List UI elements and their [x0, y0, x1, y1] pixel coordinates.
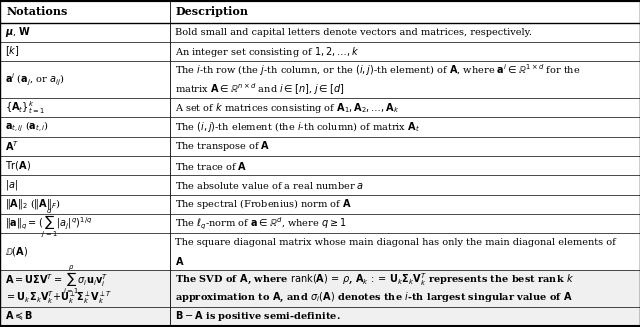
Text: The square diagonal matrix whose main diagonal has only the main diagonal elemen: The square diagonal matrix whose main di… [175, 238, 616, 247]
Text: The $(i,j)$-th element (the $i$-th column) of matrix $\mathbf{A}_t$: The $(i,j)$-th element (the $i$-th colum… [175, 120, 420, 134]
Text: $\mathbf{a}^i$ ($\mathbf{a}_j$, or $a_{ij}$): $\mathbf{a}^i$ ($\mathbf{a}_j$, or $a_{i… [5, 72, 65, 88]
Text: $\mathbf{A}{=}\mathbf{U}\boldsymbol{\Sigma}\mathbf{V}^T{=}\sum_{i=1}^{\rho} \sig: $\mathbf{A}{=}\mathbf{U}\boldsymbol{\Sig… [5, 263, 109, 296]
Text: $\mathbf{B} - \mathbf{A}$ is positive semi-definite.: $\mathbf{B} - \mathbf{A}$ is positive se… [175, 309, 340, 323]
Text: $\mathbf{A}^T$: $\mathbf{A}^T$ [5, 139, 19, 153]
Text: $\|\mathbf{A}\|_2$ ($\|\mathbf{A}\|_F$): $\|\mathbf{A}\|_2$ ($\|\mathbf{A}\|_F$) [5, 198, 61, 211]
Bar [0, 307, 640, 326]
Text: The SVD of $\mathbf{A}$, where $\mathrm{rank}(\mathbf{A})\,{=}\,\rho$, $\mathbf{: The SVD of $\mathbf{A}$, where $\mathrm{… [175, 271, 574, 287]
Bar [0, 117, 640, 137]
Text: Bold small and capital letters denote vectors and matrices, respectively.: Bold small and capital letters denote ve… [175, 28, 532, 37]
Bar [0, 214, 640, 233]
Bar [0, 175, 640, 195]
Bar [0, 270, 640, 307]
Text: $\mathbb{D}(\mathbf{A})$: $\mathbb{D}(\mathbf{A})$ [5, 245, 28, 258]
Text: Notations: Notations [6, 6, 68, 17]
Bar [0, 1, 640, 23]
Text: matrix $\mathbf{A} \in \mathbb{R}^{n \times d}$ and $i \in [n]$, $j \in [d]$: matrix $\mathbf{A} \in \mathbb{R}^{n \ti… [175, 81, 344, 96]
Text: $\|\mathbf{a}\|_q = (\sum_{j=1}^{d} |a_j|^q)^{1/q}$: $\|\mathbf{a}\|_q = (\sum_{j=1}^{d} |a_j… [5, 207, 93, 240]
Text: An integer set consisting of $1, 2, \ldots, k$: An integer set consisting of $1, 2, \ldo… [175, 44, 359, 59]
Text: $[k]$: $[k]$ [5, 45, 20, 59]
Text: The trace of $\mathbf{A}$: The trace of $\mathbf{A}$ [175, 160, 247, 172]
Text: ${=}\mathbf{U}_k\boldsymbol{\Sigma}_k\mathbf{V}_k^T{+}\mathbf{U}_k^{\perp}\bolds: ${=}\mathbf{U}_k\boldsymbol{\Sigma}_k\ma… [5, 289, 113, 306]
Bar [0, 233, 640, 270]
Bar [0, 23, 640, 42]
Bar [0, 98, 640, 117]
Text: The transpose of $\mathbf{A}$: The transpose of $\mathbf{A}$ [175, 139, 270, 153]
Text: The absolute value of a real number $a$: The absolute value of a real number $a$ [175, 180, 364, 191]
Bar [0, 42, 640, 61]
Text: $\mathbf{A} \preceq \mathbf{B}$: $\mathbf{A} \preceq \mathbf{B}$ [5, 310, 33, 322]
Text: $\mathbf{a}_{t,ij}$ ($\mathbf{a}_{t,i}$): $\mathbf{a}_{t,ij}$ ($\mathbf{a}_{t,i}$) [5, 120, 49, 134]
Text: $\boldsymbol{\mu}$, $\mathbf{W}$: $\boldsymbol{\mu}$, $\mathbf{W}$ [5, 25, 31, 39]
Text: $\mathrm{Tr}(\mathbf{A})$: $\mathrm{Tr}(\mathbf{A})$ [5, 159, 31, 172]
Text: $\{\mathbf{A}_t\}_{t=1}^k$: $\{\mathbf{A}_t\}_{t=1}^k$ [5, 99, 45, 116]
Text: The spectral (Frobenius) norm of $\mathbf{A}$: The spectral (Frobenius) norm of $\mathb… [175, 198, 351, 211]
Text: The $i$-th row (the $j$-th column, or the $(i,j)$-th element) of $\mathbf{A}$, w: The $i$-th row (the $j$-th column, or th… [175, 62, 580, 78]
Text: A set of $k$ matrices consisting of $\mathbf{A}_1, \mathbf{A}_2, \ldots, \mathbf: A set of $k$ matrices consisting of $\ma… [175, 100, 399, 114]
Text: approximation to $\mathbf{A}$, and $\sigma_i(\mathbf{A})$ denotes the $i$-th lar: approximation to $\mathbf{A}$, and $\sig… [175, 291, 572, 304]
Text: $\mathbf{A}$: $\mathbf{A}$ [175, 255, 184, 267]
Text: The $\ell_q$-norm of $\mathbf{a} \in \mathbb{R}^d$, where $q \geq 1$: The $\ell_q$-norm of $\mathbf{a} \in \ma… [175, 216, 346, 232]
Text: Description: Description [176, 6, 249, 17]
Bar [0, 156, 640, 175]
Text: $|a|$: $|a|$ [5, 178, 19, 192]
Bar [0, 137, 640, 156]
Bar [0, 61, 640, 98]
Bar [0, 195, 640, 214]
